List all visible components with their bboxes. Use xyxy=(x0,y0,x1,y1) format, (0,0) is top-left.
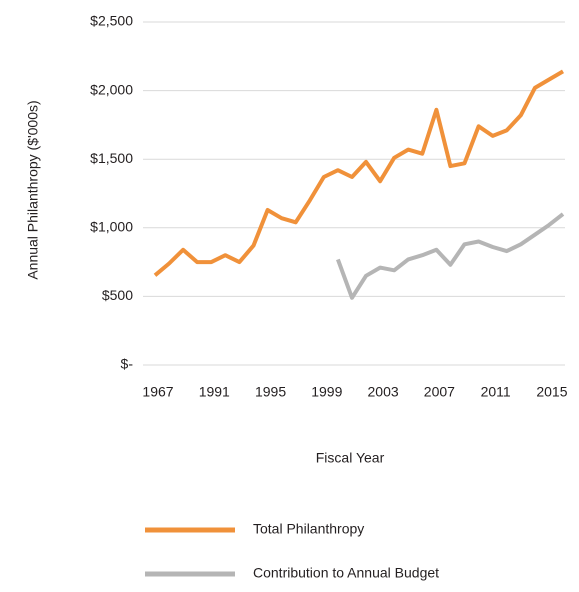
legend-label: Contribution to Annual Budget xyxy=(253,565,439,581)
y-tick-label: $1,000 xyxy=(90,219,133,235)
series-line xyxy=(336,212,565,300)
x-tick-label: 1991 xyxy=(199,384,230,400)
y-tick-label: $2,000 xyxy=(90,81,133,97)
x-tick-label: 1999 xyxy=(311,384,342,400)
x-tick-label: 2007 xyxy=(424,384,455,400)
x-tick-label: 2011 xyxy=(481,384,511,400)
legend-label: Total Philanthropy xyxy=(253,521,364,537)
x-tick-label: 1967 xyxy=(142,384,173,400)
y-tick-label: $2,500 xyxy=(90,13,133,29)
y-tick-label: $500 xyxy=(102,287,133,303)
x-tick-label: 2015 xyxy=(536,384,567,400)
x-axis-label: Fiscal Year xyxy=(316,450,385,466)
series-line xyxy=(153,69,565,277)
x-tick-label: 2003 xyxy=(368,384,399,400)
y-axis-label: Annual Philanthropy ($'000s) xyxy=(25,100,41,279)
y-tick-label: $- xyxy=(121,356,134,372)
y-tick-label: $1,500 xyxy=(90,150,133,166)
x-tick-label: 1995 xyxy=(255,384,286,400)
